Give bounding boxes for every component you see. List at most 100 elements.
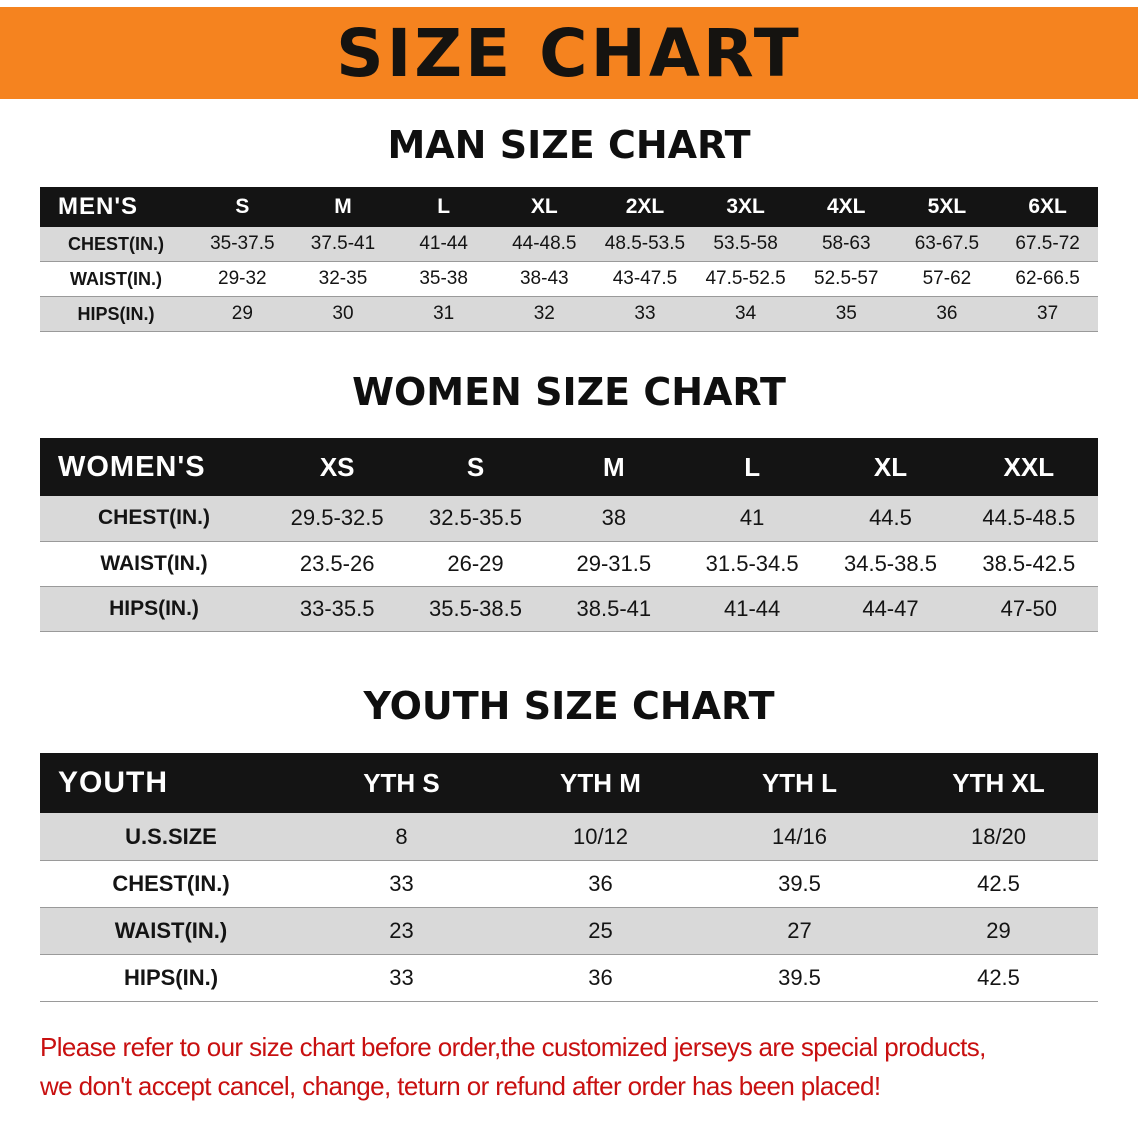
size-value-cell: 67.5-72 [997,226,1098,263]
row-label-cell: HIPS(IN.) [40,954,302,1002]
size-header-cell: 4XL [795,186,897,227]
size-header-cell: XS [268,438,407,497]
size-header-cell: 5XL [896,186,998,227]
size-value-cell: 29-32 [192,261,293,298]
youth-size-section: YOUTH SIZE CHART YOUTH YTH S YTH M YTH L YTH… [0,683,1138,1002]
size-value-cell: 41-44 [682,586,822,632]
size-value-cell: 32-35 [292,261,394,298]
size-chart-banner: SIZE CHART [0,7,1138,99]
size-value-cell: 34.5-38.5 [821,541,960,587]
size-header-cell: YTH M [501,753,700,814]
size-value-cell: 35-37.5 [192,226,293,263]
table-title-cell: MEN'S [40,186,192,227]
size-value-cell: 23 [302,907,501,955]
size-value-cell: 32 [493,296,595,333]
size-value-cell: 30 [292,296,394,333]
size-value-cell: 29.5-32.5 [268,496,407,542]
size-value-cell: 36 [501,860,700,908]
size-value-cell: 26-29 [406,541,545,587]
size-value-cell: 44-48.5 [493,226,595,263]
size-header-cell: M [544,438,683,497]
size-value-cell: 10/12 [501,813,700,861]
men-size-section: MAN SIZE CHART MEN'S S M L XL 2XL 3XL 4XL 5XL 6XL… [0,123,1138,333]
size-value-cell: 44.5-48.5 [959,496,1098,542]
size-value-cell: 34 [695,296,796,333]
size-value-cell: 36 [501,954,700,1002]
size-value-cell: 42.5 [899,954,1098,1002]
size-value-cell: 38.5-42.5 [959,541,1098,587]
size-header-cell: M [292,186,394,227]
measurement-row: CHEST(IN.) 29.5-32.5 32.5-35.5 38 41 44.5 44.5… [40,496,1098,542]
row-label-cell: CHEST(IN.) [40,496,268,542]
men-size-table: MEN'S S M L XL 2XL 3XL 4XL 5XL 6XL CHEST(IN.) 35-37… [40,186,1098,333]
row-label-cell: WAIST(IN.) [40,541,268,587]
size-header-cell: YTH L [700,753,899,814]
size-header-cell: L [682,438,822,497]
size-value-cell: 38 [544,496,683,542]
measurement-row: CHEST(IN.) 35-37.5 37.5-41 41-44 44-48.5 48.5… [40,226,1098,263]
size-value-cell: 38-43 [493,261,595,298]
measurement-row: CHEST(IN.) 33 36 39.5 42.5 [40,860,1098,908]
size-value-cell: 18/20 [899,813,1098,861]
size-header-cell: XL [821,438,960,497]
measurement-row: HIPS(IN.) 33 36 39.5 42.5 [40,954,1098,1002]
row-label-cell: CHEST(IN.) [40,860,302,908]
size-header-cell: S [192,186,293,227]
measurement-row: HIPS(IN.) 29 30 31 32 33 34 35 36 37 [40,296,1098,333]
size-value-cell: 31.5-34.5 [682,541,822,587]
size-header-cell: 3XL [695,186,796,227]
banner-title: SIZE CHART [336,14,802,92]
size-header-cell: YTH XL [899,753,1098,814]
size-value-cell: 33 [302,860,501,908]
size-value-cell: 41-44 [393,226,494,263]
table-title-cell: WOMEN'S [40,438,268,497]
size-value-cell: 29 [192,296,293,333]
measurement-row: U.S.SIZE 8 10/12 14/16 18/20 [40,813,1098,861]
size-value-cell: 62-66.5 [997,261,1098,298]
footnote: Please refer to our size chart before or… [40,1028,1138,1106]
size-value-cell: 25 [501,907,700,955]
size-value-cell: 36 [896,296,998,333]
size-value-cell: 14/16 [700,813,899,861]
size-header-cell: XXL [959,438,1098,497]
size-value-cell: 63-67.5 [896,226,998,263]
size-value-cell: 32.5-35.5 [406,496,545,542]
row-label-cell: HIPS(IN.) [40,586,268,632]
size-value-cell: 33 [594,296,696,333]
size-value-cell: 43-47.5 [594,261,696,298]
youth-section-heading: YOUTH SIZE CHART [363,683,775,728]
row-label-cell: CHEST(IN.) [40,226,192,263]
size-value-cell: 41 [682,496,822,542]
size-value-cell: 23.5-26 [268,541,407,587]
header-row: MEN'S S M L XL 2XL 3XL 4XL 5XL 6XL [40,186,1098,227]
size-value-cell: 39.5 [700,954,899,1002]
size-value-cell: 33 [302,954,501,1002]
header-row: YOUTH YTH S YTH M YTH L YTH XL [40,753,1098,814]
measurement-row: WAIST(IN.) 23 25 27 29 [40,907,1098,955]
row-label-cell: U.S.SIZE [40,813,302,861]
size-header-cell: XL [493,186,595,227]
size-value-cell: 29 [899,907,1098,955]
size-value-cell: 52.5-57 [795,261,897,298]
women-size-section: WOMEN SIZE CHART WOMEN'S XS S M L XL XXL CHEST(… [0,371,1138,632]
table-title-cell: YOUTH [40,753,302,814]
youth-size-table: YOUTH YTH S YTH M YTH L YTH XL U.S.SIZE 8 10/12… [40,753,1098,1002]
size-value-cell: 31 [393,296,494,333]
size-value-cell: 58-63 [795,226,897,263]
size-value-cell: 48.5-53.5 [594,226,696,263]
men-section-heading: MAN SIZE CHART [387,123,751,167]
measurement-row: WAIST(IN.) 29-32 32-35 35-38 38-43 43-47.5 47.… [40,261,1098,298]
size-header-cell: YTH S [302,753,501,814]
measurement-row: HIPS(IN.) 33-35.5 35.5-38.5 38.5-41 41-44 44-… [40,586,1098,632]
size-value-cell: 57-62 [896,261,998,298]
size-value-cell: 37.5-41 [292,226,394,263]
size-value-cell: 27 [700,907,899,955]
size-value-cell: 44.5 [821,496,960,542]
size-value-cell: 35.5-38.5 [406,586,545,632]
size-value-cell: 33-35.5 [268,586,407,632]
size-header-cell: L [393,186,494,227]
row-label-cell: WAIST(IN.) [40,261,192,298]
size-value-cell: 35 [795,296,897,333]
footnote-line-2: we don't accept cancel, change, teturn o… [40,1070,881,1101]
